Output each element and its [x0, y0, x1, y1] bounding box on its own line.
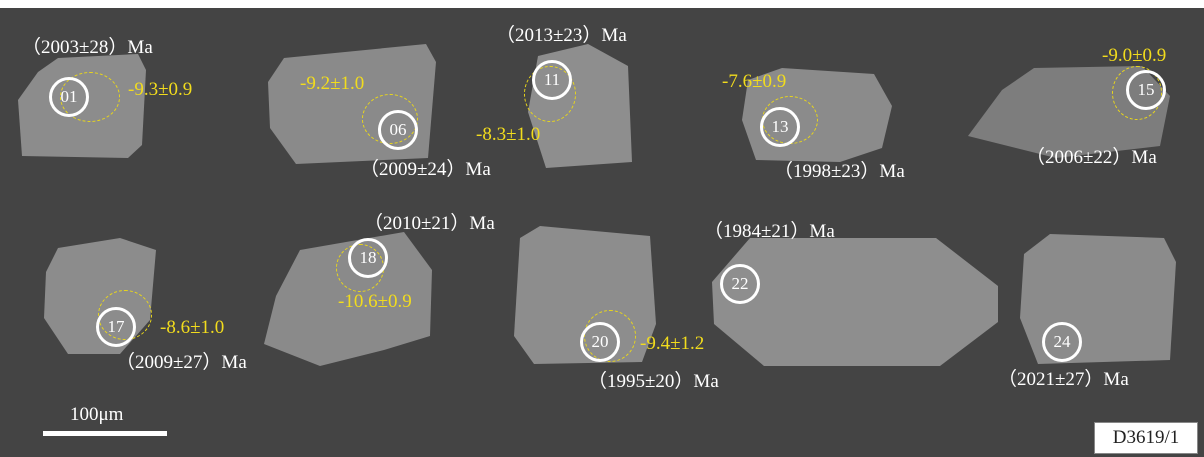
- spot-number-06: 06: [389, 120, 407, 139]
- spot-number-24: 24: [1053, 332, 1071, 351]
- analysis-spot-11: 11: [532, 60, 572, 100]
- o-isotope-value-06: -9.2±1.0: [300, 73, 365, 94]
- analysis-spot-22: 22: [720, 264, 760, 304]
- u-pb-age-20: （1995±20）Ma: [588, 371, 719, 392]
- u-pb-age-22: （1984±21）Ma: [704, 221, 835, 242]
- analysis-spot-24: 24: [1042, 322, 1082, 362]
- o-isotope-value-17: -8.6±1.0: [160, 317, 225, 338]
- o-isotope-value-18: -10.6±0.9: [338, 291, 412, 312]
- o-isotope-value-01: -9.3±0.9: [128, 79, 193, 100]
- u-pb-age-06: （2009±24）Ma: [360, 159, 491, 180]
- analysis-spot-15: 15: [1126, 70, 1166, 110]
- sample-id-label: D3619/1: [1094, 422, 1198, 454]
- o-isotope-value-11: -8.3±1.0: [476, 124, 541, 145]
- spot-number-17: 17: [107, 317, 125, 336]
- spot-number-11: 11: [543, 70, 561, 89]
- u-pb-age-17: （2009±27）Ma: [116, 352, 247, 373]
- analysis-spot-13: 13: [760, 107, 800, 147]
- analysis-spot-18: 18: [348, 238, 388, 278]
- spot-number-01: 01: [60, 87, 78, 106]
- u-pb-age-15: （2006±22）Ma: [1026, 147, 1157, 168]
- u-pb-age-13: （1998±23）Ma: [774, 161, 905, 182]
- analysis-spot-17: 17: [96, 307, 136, 347]
- o-isotope-value-20: -9.4±1.2: [640, 333, 705, 354]
- u-pb-age-11: （2013±23）Ma: [496, 25, 627, 46]
- u-pb-age-18: （2010±21）Ma: [364, 213, 495, 234]
- o-isotope-value-13: -7.6±0.9: [722, 71, 787, 92]
- scale-bar: [43, 431, 167, 436]
- u-pb-age-24: （2021±27）Ma: [998, 369, 1129, 390]
- spot-number-18: 18: [359, 248, 377, 267]
- o-isotope-value-15: -9.0±0.9: [1102, 45, 1167, 66]
- analysis-spot-01: 01: [49, 77, 89, 117]
- analysis-spot-06: 06: [378, 110, 418, 150]
- zircon-grain-18: [264, 232, 432, 366]
- spot-number-22: 22: [731, 274, 749, 293]
- analysis-spot-20: 20: [580, 322, 620, 362]
- u-pb-age-01: （2003±28）Ma: [22, 37, 153, 58]
- spot-number-15: 15: [1137, 80, 1155, 99]
- spot-number-13: 13: [771, 117, 789, 136]
- spot-number-20: 20: [591, 332, 609, 351]
- scale-bar-label: 100μm: [70, 404, 124, 425]
- zircon-grain-22: [712, 238, 998, 366]
